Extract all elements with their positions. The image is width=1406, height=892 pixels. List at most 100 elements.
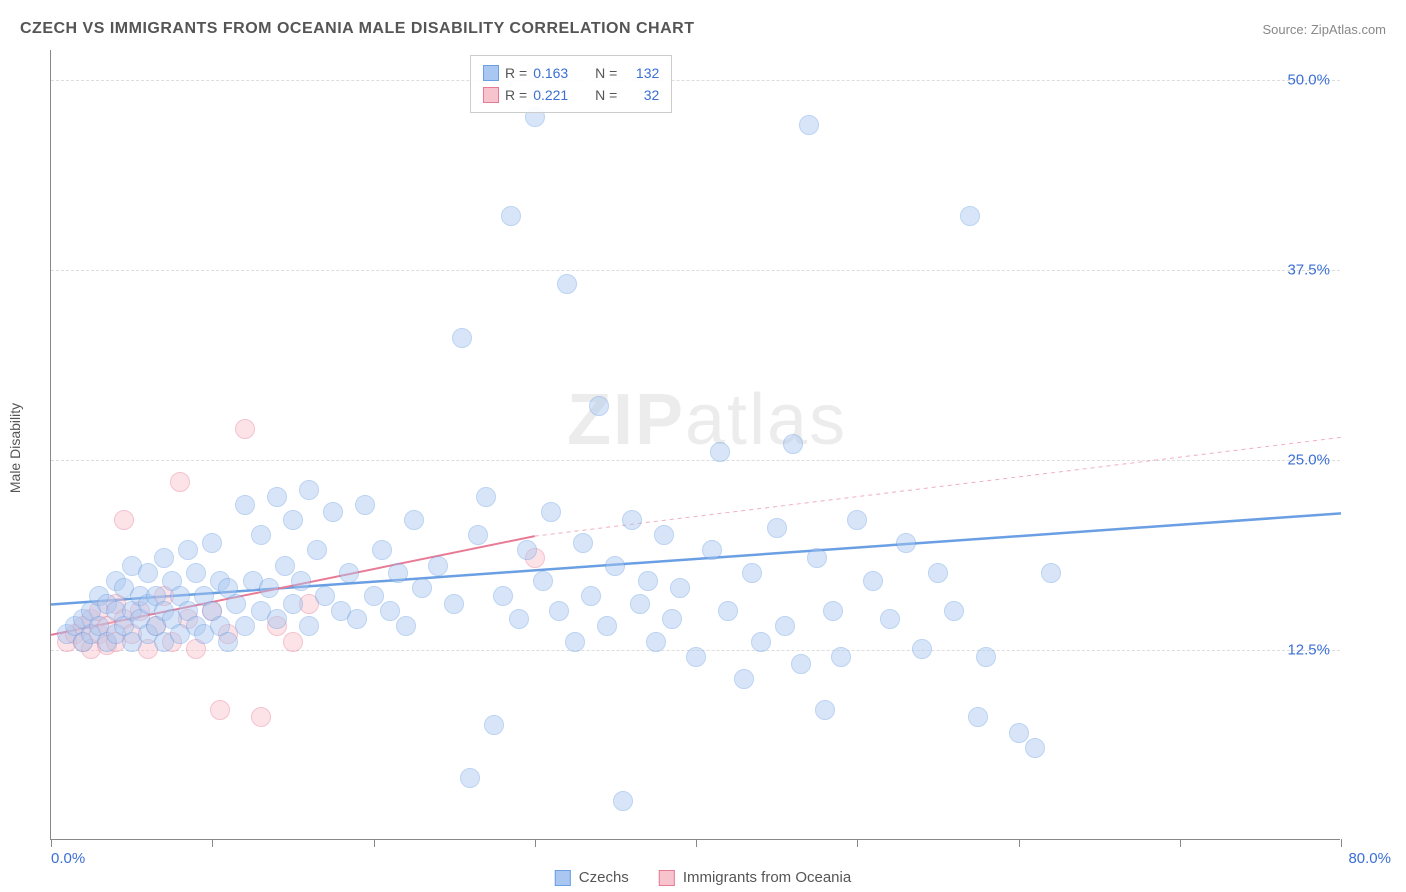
scatter-point	[533, 571, 553, 591]
scatter-point	[291, 571, 311, 591]
scatter-point	[226, 594, 246, 614]
scatter-point	[251, 707, 271, 727]
legend-swatch	[555, 870, 571, 886]
n-value: 132	[623, 62, 659, 84]
scatter-point	[630, 594, 650, 614]
scatter-point	[114, 510, 134, 530]
legend-bottom: Czechs Immigrants from Oceania	[555, 869, 851, 886]
x-tick	[535, 839, 536, 847]
scatter-point	[493, 586, 513, 606]
x-tick-label: 0.0%	[51, 850, 85, 867]
scatter-point	[702, 540, 722, 560]
scatter-point	[847, 510, 867, 530]
scatter-point	[452, 328, 472, 348]
x-tick	[374, 839, 375, 847]
scatter-point	[178, 540, 198, 560]
x-tick	[696, 839, 697, 847]
scatter-point	[549, 601, 569, 621]
scatter-point	[251, 525, 271, 545]
r-value: 0.221	[533, 84, 585, 106]
scatter-point	[1041, 563, 1061, 583]
scatter-point	[380, 601, 400, 621]
scatter-point	[339, 563, 359, 583]
legend-series-item: Immigrants from Oceania	[659, 869, 851, 886]
scatter-point	[710, 442, 730, 462]
scatter-point	[751, 632, 771, 652]
scatter-point	[605, 556, 625, 576]
legend-series-label: Czechs	[579, 869, 629, 886]
scatter-point	[863, 571, 883, 591]
scatter-point	[613, 791, 633, 811]
x-tick	[1180, 839, 1181, 847]
source-attribution: Source: ZipAtlas.com	[1262, 22, 1386, 37]
legend-series-label: Immigrants from Oceania	[683, 869, 851, 886]
scatter-point	[468, 525, 488, 545]
scatter-point	[799, 115, 819, 135]
scatter-point	[968, 707, 988, 727]
x-tick	[51, 839, 52, 847]
scatter-point	[299, 616, 319, 636]
n-label: N =	[591, 84, 617, 106]
legend-correlation: R =0.163 N =132R =0.221 N = 32	[470, 55, 672, 113]
scatter-point	[412, 578, 432, 598]
scatter-point	[235, 419, 255, 439]
scatter-point	[1009, 723, 1029, 743]
scatter-point	[202, 533, 222, 553]
scatter-point	[283, 632, 303, 652]
scatter-point	[315, 586, 335, 606]
x-tick	[1019, 839, 1020, 847]
chart-title: CZECH VS IMMIGRANTS FROM OCEANIA MALE DI…	[20, 20, 694, 38]
scatter-point	[235, 616, 255, 636]
scatter-point	[775, 616, 795, 636]
scatter-point	[622, 510, 642, 530]
scatter-point	[654, 525, 674, 545]
scatter-point	[364, 586, 384, 606]
scatter-point	[573, 533, 593, 553]
scatter-point	[259, 578, 279, 598]
legend-swatch	[483, 65, 499, 81]
x-tick	[212, 839, 213, 847]
scatter-point	[218, 632, 238, 652]
r-label: R =	[505, 84, 527, 106]
scatter-point	[912, 639, 932, 659]
scatter-point	[831, 647, 851, 667]
legend-swatch	[659, 870, 675, 886]
scatter-point	[880, 609, 900, 629]
scatter-point	[283, 594, 303, 614]
scatter-point	[767, 518, 787, 538]
scatter-point	[783, 434, 803, 454]
scatter-point	[581, 586, 601, 606]
r-label: R =	[505, 62, 527, 84]
scatter-point	[791, 654, 811, 674]
scatter-point	[662, 609, 682, 629]
scatter-point	[404, 510, 424, 530]
scatter-point	[944, 601, 964, 621]
scatter-point	[670, 578, 690, 598]
scatter-point	[299, 480, 319, 500]
scatter-point	[476, 487, 496, 507]
scatter-point	[509, 609, 529, 629]
scatter-point	[742, 563, 762, 583]
scatter-point	[484, 715, 504, 735]
scatter-point	[355, 495, 375, 515]
x-tick-label: 80.0%	[1348, 850, 1391, 867]
scatter-point	[807, 548, 827, 568]
scatter-point	[815, 700, 835, 720]
scatter-point	[976, 647, 996, 667]
scatter-point	[501, 206, 521, 226]
x-tick	[1341, 839, 1342, 847]
n-label: N =	[591, 62, 617, 84]
scatter-point	[275, 556, 295, 576]
scatter-point	[686, 647, 706, 667]
scatter-point	[646, 632, 666, 652]
scatter-point	[517, 540, 537, 560]
scatter-point	[928, 563, 948, 583]
legend-swatch	[483, 87, 499, 103]
scatter-point	[283, 510, 303, 530]
scatter-point	[396, 616, 416, 636]
r-value: 0.163	[533, 62, 585, 84]
scatter-point	[428, 556, 448, 576]
scatter-point	[896, 533, 916, 553]
scatter-point	[960, 206, 980, 226]
legend-row: R = 0.163 N = 132	[483, 62, 659, 84]
